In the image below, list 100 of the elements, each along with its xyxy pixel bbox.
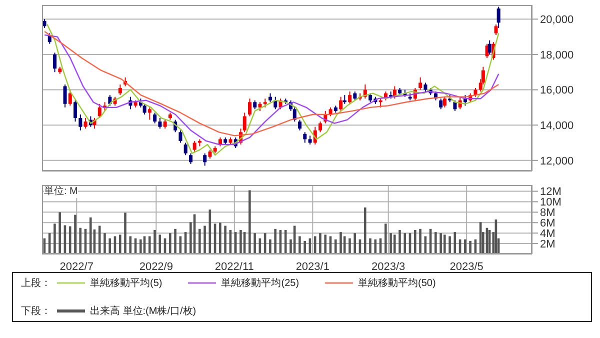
bar [224, 226, 226, 254]
bar [104, 233, 106, 254]
bar [158, 234, 162, 254]
candlestick [442, 96, 446, 108]
bar [324, 234, 327, 254]
legend-title: 下段： [21, 305, 51, 318]
bar [419, 228, 422, 254]
y-tick-label: 20,000 [540, 14, 574, 26]
bar [174, 228, 176, 254]
candlestick [63, 84, 67, 108]
candlestick [494, 24, 498, 36]
bar [384, 224, 387, 254]
bar [404, 233, 406, 254]
bar [89, 217, 92, 254]
bar [139, 239, 142, 254]
y-tick-label: 14,000 [540, 120, 574, 132]
bar [148, 236, 151, 254]
bar [204, 226, 206, 254]
y-tick-label: 10M [540, 196, 562, 209]
candlestick [184, 142, 188, 156]
bar [219, 222, 222, 254]
bar [440, 233, 442, 254]
candlestick [348, 91, 352, 104]
bar [154, 230, 156, 254]
candlestick [188, 152, 192, 164]
candlestick [78, 114, 82, 131]
x-tick-label: 2022/7 [60, 260, 94, 273]
candlestick [178, 130, 182, 144]
bar [434, 232, 437, 254]
bar [58, 212, 61, 254]
legend-label: 単純移動平均(50) [358, 277, 436, 290]
bar [254, 233, 256, 254]
bar [469, 240, 472, 254]
y-tick-label: 8M [540, 207, 556, 220]
bar [274, 228, 276, 254]
candlestick [496, 6, 500, 28]
bar [354, 233, 356, 254]
y-tick-label: 4M [540, 228, 556, 240]
bar [364, 207, 366, 254]
bar [248, 190, 251, 254]
candlestick [248, 98, 252, 117]
bar [393, 234, 396, 254]
candlestick [418, 76, 422, 90]
x-tick-label: 2022/11 [214, 260, 254, 273]
bar [340, 232, 342, 254]
candlestick [158, 118, 162, 130]
bar [124, 212, 126, 254]
candlestick [192, 140, 196, 152]
legend-label: 単純移動平均(25) [221, 277, 300, 290]
bar [369, 238, 372, 254]
bar [443, 234, 446, 254]
candlestick [488, 40, 492, 55]
x-tick-label: 2023/3 [372, 260, 406, 273]
candlestick [453, 100, 457, 112]
bar [240, 230, 242, 254]
candlestick [439, 98, 443, 110]
bar [414, 230, 416, 254]
candlestick [148, 106, 152, 120]
annotation: 単位: M [44, 186, 78, 198]
bar [319, 233, 322, 254]
bar [54, 224, 56, 254]
bar [108, 238, 112, 254]
candlestick [74, 100, 78, 122]
x-tick-label: 2023/1 [296, 260, 330, 273]
bar [334, 239, 337, 254]
bar [298, 236, 301, 254]
legend-label: 出来高 単位:(M株/口/枚) [90, 304, 196, 318]
bar [198, 228, 201, 254]
candlestick [68, 89, 72, 106]
bar [129, 236, 132, 254]
bar [74, 214, 76, 254]
bar [79, 228, 82, 254]
y-tick-label: 2M [540, 238, 556, 250]
candlestick [153, 112, 157, 124]
y-tick-label: 16,000 [540, 84, 574, 97]
candlestick [339, 96, 343, 112]
bar [448, 236, 451, 254]
bar [398, 230, 401, 254]
legend-title: 上段： [21, 276, 51, 290]
y-tick-label: 12,000 [540, 155, 574, 168]
y-tick-label: 18,000 [540, 49, 574, 62]
bar [269, 239, 272, 254]
candlestick [318, 121, 322, 133]
bar [304, 240, 306, 254]
line-series [46, 24, 500, 156]
candlestick [298, 119, 302, 131]
x-tick-label: 2022/9 [139, 260, 173, 273]
bar [390, 233, 392, 254]
bar [118, 234, 122, 254]
y-tick-label: 6M [540, 218, 556, 230]
y-tick-label: 12M [540, 186, 562, 198]
bar [168, 233, 172, 254]
bar [464, 239, 466, 254]
candlestick [53, 52, 57, 73]
candlestick [118, 84, 122, 96]
candlestick [142, 103, 146, 115]
bar [374, 239, 377, 254]
candlestick [203, 152, 207, 166]
legend-label: 単純移動平均(5) [90, 277, 162, 290]
x-tick-label: 2023/5 [450, 260, 484, 273]
